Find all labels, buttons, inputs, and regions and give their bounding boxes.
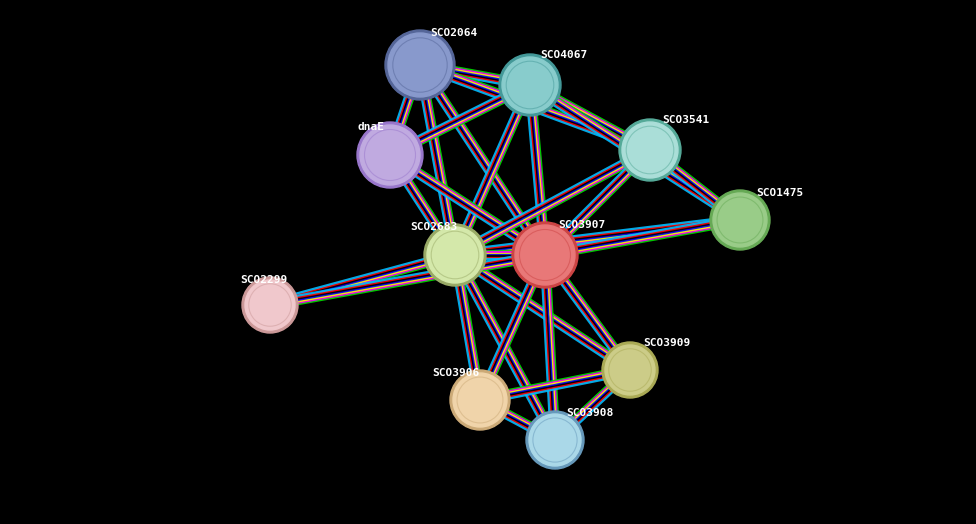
Circle shape — [512, 222, 578, 288]
Circle shape — [710, 190, 770, 250]
Circle shape — [499, 54, 561, 116]
Circle shape — [424, 224, 486, 286]
Circle shape — [515, 225, 575, 285]
Text: SCO3906: SCO3906 — [432, 368, 479, 378]
Circle shape — [605, 345, 655, 395]
Text: SCO3907: SCO3907 — [558, 220, 605, 230]
Circle shape — [619, 119, 681, 181]
Text: SCO3908: SCO3908 — [566, 408, 613, 418]
Text: SCO2064: SCO2064 — [430, 28, 477, 38]
Text: SCO2683: SCO2683 — [410, 222, 457, 232]
Circle shape — [453, 373, 507, 427]
Circle shape — [602, 342, 658, 398]
Circle shape — [526, 411, 584, 469]
Circle shape — [242, 277, 298, 333]
Circle shape — [427, 227, 483, 283]
Text: SCO4067: SCO4067 — [540, 50, 588, 60]
Text: SCO3909: SCO3909 — [643, 338, 690, 348]
Text: SCO2299: SCO2299 — [240, 275, 287, 285]
Circle shape — [245, 280, 295, 330]
Circle shape — [388, 33, 452, 97]
Circle shape — [450, 370, 510, 430]
Circle shape — [713, 193, 767, 247]
Text: SCO3541: SCO3541 — [662, 115, 710, 125]
Text: dnaE: dnaE — [358, 122, 385, 132]
Circle shape — [357, 122, 423, 188]
Circle shape — [502, 57, 558, 113]
Circle shape — [529, 414, 581, 466]
Circle shape — [622, 122, 678, 178]
Circle shape — [360, 125, 420, 185]
Text: SCO1475: SCO1475 — [756, 188, 803, 198]
Circle shape — [385, 30, 455, 100]
